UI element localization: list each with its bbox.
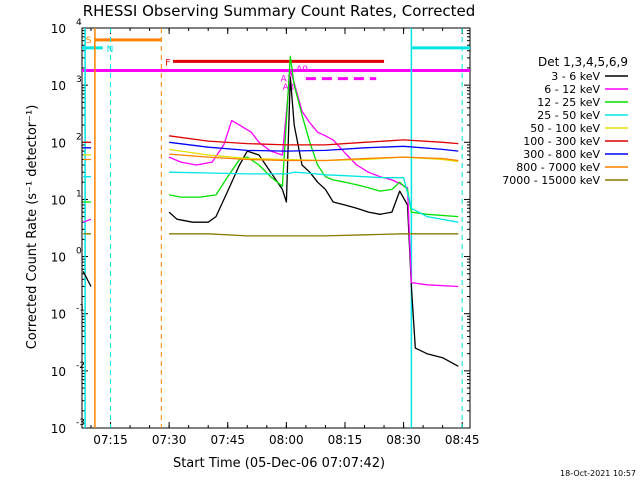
y-tick-label: 10: [51, 365, 66, 379]
legend-label: 3 - 6 keV: [551, 70, 600, 83]
legend-label: 7000 - 15000 keV: [502, 174, 600, 187]
legend-title: Det 1,3,4,5,6,9: [538, 55, 628, 69]
x-tick-label: 08:00: [269, 433, 304, 447]
y-tick-label: 10: [51, 422, 66, 436]
y-tick-exponent: -1: [76, 304, 85, 314]
series-line-3: [83, 55, 459, 218]
y-tick-exponent: 0: [76, 247, 82, 257]
annotation-f: F: [165, 59, 170, 69]
plot-frame: [81, 27, 471, 429]
legend-label: 50 - 100 keV: [530, 122, 600, 135]
y-axis-title: Corrected Count Rate (s⁻¹ detector⁻¹): [25, 105, 40, 350]
x-tick-label: 08:45: [445, 433, 480, 447]
series-line-6: [83, 135, 459, 146]
chart-title: RHESSI Observing Summary Count Rates, Co…: [83, 2, 476, 20]
series-line-9: [83, 233, 459, 237]
y-tick-label: 10: [51, 22, 66, 36]
y-tick-exponent: -2: [76, 361, 85, 371]
legend-label: 25 - 50 keV: [537, 109, 600, 122]
legend-label: 100 - 300 keV: [523, 135, 600, 148]
series-layer: [82, 55, 459, 367]
y-tick-exponent: 1: [76, 189, 82, 199]
y-tick-exponent: 3: [76, 75, 82, 85]
annotation-n: N: [107, 45, 114, 55]
series-line-7: [83, 141, 459, 152]
annotation-a0: A0: [296, 65, 308, 75]
legend-label: 800 - 7000 keV: [516, 161, 600, 174]
series-line-8: [83, 153, 459, 162]
y-tick-label: 10: [51, 308, 66, 322]
legend-label: 12 - 25 keV: [537, 96, 600, 109]
series-line-4: [83, 171, 459, 223]
y-tick-exponent: 4: [76, 18, 82, 28]
y-tick-exponent: 2: [76, 132, 82, 142]
y-tick-label: 10: [51, 79, 66, 93]
legend-label: 6 - 12 keV: [544, 83, 600, 96]
series-line-2: [82, 69, 459, 288]
x-tick-label: 08:30: [386, 433, 421, 447]
annotation-a1: A1: [280, 75, 292, 85]
x-tick-label: 07:30: [152, 433, 187, 447]
y-tick-exponent: -3: [76, 418, 85, 428]
tick-label-layer: 10 -3 10 -2 10 -1 10 0 10 1 10 2 10 3 10 4 07:15 07:30 07:…: [51, 18, 480, 447]
series-line-1: [82, 76, 459, 367]
annotation-s: S: [86, 36, 92, 46]
y-tick-label: 10: [51, 193, 66, 207]
x-tick-label: 07:45: [210, 433, 245, 447]
timestamp: 18-Oct-2021 10:57: [560, 469, 636, 478]
y-tick-label: 10: [51, 251, 66, 265]
x-tick-label: 08:15: [328, 433, 363, 447]
x-tick-label: 07:15: [93, 433, 128, 447]
x-axis-title: Start Time (05-Dec-06 07:07:42): [173, 456, 385, 471]
y-tick-label: 10: [51, 136, 66, 150]
legend-label: 300 - 800 keV: [523, 148, 600, 161]
